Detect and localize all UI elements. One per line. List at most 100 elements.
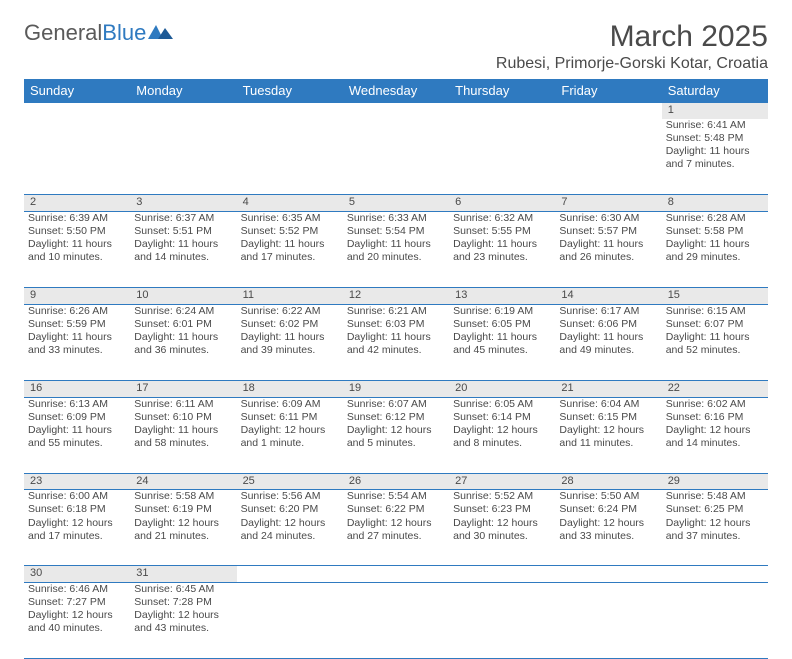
cell-text: and 1 minute. [241,437,339,450]
cell-text: Sunrise: 5:56 AM [241,490,339,503]
cell-text: and 14 minutes. [134,251,232,264]
cell-text: and 17 minutes. [241,251,339,264]
flag-icon [148,20,174,46]
day-cell: Sunrise: 6:41 AMSunset: 5:48 PMDaylight:… [662,119,768,195]
cell-text: Sunset: 6:16 PM [666,411,764,424]
day-cell [237,119,343,195]
cell-text: and 52 minutes. [666,344,764,357]
day-cell [237,583,343,659]
daynum-row: 9101112131415 [24,288,768,305]
cell-text: Sunrise: 6:28 AM [666,212,764,225]
day-number-cell: 26 [343,473,449,490]
daynum-row: 23242526272829 [24,473,768,490]
day-number-cell: 18 [237,380,343,397]
cell-text: Sunrise: 6:45 AM [134,583,232,596]
week-row: Sunrise: 6:41 AMSunset: 5:48 PMDaylight:… [24,119,768,195]
cell-text: and 17 minutes. [28,530,126,543]
cell-text: Sunset: 5:57 PM [559,225,657,238]
day-number-cell [343,566,449,583]
daynum-row: 1 [24,103,768,119]
cell-text: and 37 minutes. [666,530,764,543]
day-header: Monday [130,79,236,103]
cell-text: Sunrise: 6:02 AM [666,398,764,411]
day-cell [343,583,449,659]
day-number-cell: 11 [237,288,343,305]
cell-text: Daylight: 11 hours [28,238,126,251]
day-number-cell: 13 [449,288,555,305]
day-cell [449,119,555,195]
day-number-cell: 27 [449,473,555,490]
cell-text: Sunrise: 6:41 AM [666,119,764,132]
cell-text: Sunset: 6:01 PM [134,318,232,331]
cell-text: Sunset: 6:14 PM [453,411,551,424]
day-number-cell: 31 [130,566,236,583]
cell-text: Sunrise: 6:35 AM [241,212,339,225]
day-number-cell: 25 [237,473,343,490]
cell-text: Daylight: 12 hours [28,609,126,622]
day-cell: Sunrise: 6:26 AMSunset: 5:59 PMDaylight:… [24,304,130,380]
location-text: Rubesi, Primorje-Gorski Kotar, Croatia [496,55,768,73]
cell-text: and 23 minutes. [453,251,551,264]
cell-text: Daylight: 11 hours [666,238,764,251]
cell-text: Sunrise: 6:33 AM [347,212,445,225]
day-number-cell: 4 [237,195,343,212]
cell-text: Daylight: 11 hours [134,331,232,344]
day-number-cell [24,103,130,119]
day-cell: Sunrise: 6:13 AMSunset: 6:09 PMDaylight:… [24,397,130,473]
day-cell: Sunrise: 6:07 AMSunset: 6:12 PMDaylight:… [343,397,449,473]
cell-text: Daylight: 11 hours [347,331,445,344]
week-row: Sunrise: 6:00 AMSunset: 6:18 PMDaylight:… [24,490,768,566]
day-cell: Sunrise: 6:33 AMSunset: 5:54 PMDaylight:… [343,212,449,288]
cell-text: Daylight: 12 hours [241,424,339,437]
cell-text: Sunset: 6:25 PM [666,503,764,516]
cell-text: Sunrise: 6:04 AM [559,398,657,411]
cell-text: and 42 minutes. [347,344,445,357]
cell-text: Daylight: 12 hours [666,424,764,437]
cell-text: Sunrise: 6:21 AM [347,305,445,318]
cell-text: Daylight: 11 hours [559,238,657,251]
cell-text: and 30 minutes. [453,530,551,543]
cell-text: Sunset: 6:22 PM [347,503,445,516]
day-number-cell: 24 [130,473,236,490]
cell-text: Daylight: 12 hours [559,424,657,437]
cell-text: Sunset: 5:54 PM [347,225,445,238]
day-cell: Sunrise: 5:50 AMSunset: 6:24 PMDaylight:… [555,490,661,566]
cell-text: and 5 minutes. [347,437,445,450]
cell-text: Sunrise: 6:22 AM [241,305,339,318]
day-cell: Sunrise: 6:02 AMSunset: 6:16 PMDaylight:… [662,397,768,473]
cell-text: Daylight: 11 hours [28,331,126,344]
cell-text: Daylight: 11 hours [241,238,339,251]
day-cell: Sunrise: 6:45 AMSunset: 7:28 PMDaylight:… [130,583,236,659]
day-number-cell: 19 [343,380,449,397]
cell-text: Sunset: 5:55 PM [453,225,551,238]
cell-text: Sunset: 7:27 PM [28,596,126,609]
cell-text: Daylight: 11 hours [241,331,339,344]
cell-text: Sunrise: 6:17 AM [559,305,657,318]
day-cell: Sunrise: 6:09 AMSunset: 6:11 PMDaylight:… [237,397,343,473]
day-number-cell: 30 [24,566,130,583]
cell-text: Sunset: 6:06 PM [559,318,657,331]
page-header: GeneralBlue March 2025 Rubesi, Primorje-… [24,20,768,73]
day-cell: Sunrise: 5:58 AMSunset: 6:19 PMDaylight:… [130,490,236,566]
cell-text: Sunset: 6:24 PM [559,503,657,516]
day-cell: Sunrise: 6:04 AMSunset: 6:15 PMDaylight:… [555,397,661,473]
cell-text: Sunset: 5:59 PM [28,318,126,331]
day-number-cell: 10 [130,288,236,305]
cell-text: and 43 minutes. [134,622,232,635]
day-cell: Sunrise: 5:52 AMSunset: 6:23 PMDaylight:… [449,490,555,566]
day-number-cell: 3 [130,195,236,212]
cell-text: and 20 minutes. [347,251,445,264]
cell-text: Sunrise: 6:37 AM [134,212,232,225]
cell-text: Sunset: 6:03 PM [347,318,445,331]
day-header-row: SundayMondayTuesdayWednesdayThursdayFrid… [24,79,768,103]
cell-text: Sunrise: 5:52 AM [453,490,551,503]
day-number-cell [237,566,343,583]
day-cell: Sunrise: 6:35 AMSunset: 5:52 PMDaylight:… [237,212,343,288]
day-header: Wednesday [343,79,449,103]
cell-text: Daylight: 11 hours [134,238,232,251]
cell-text: Sunset: 5:50 PM [28,225,126,238]
day-number-cell [449,566,555,583]
day-number-cell: 23 [24,473,130,490]
day-cell: Sunrise: 6:30 AMSunset: 5:57 PMDaylight:… [555,212,661,288]
day-number-cell: 14 [555,288,661,305]
